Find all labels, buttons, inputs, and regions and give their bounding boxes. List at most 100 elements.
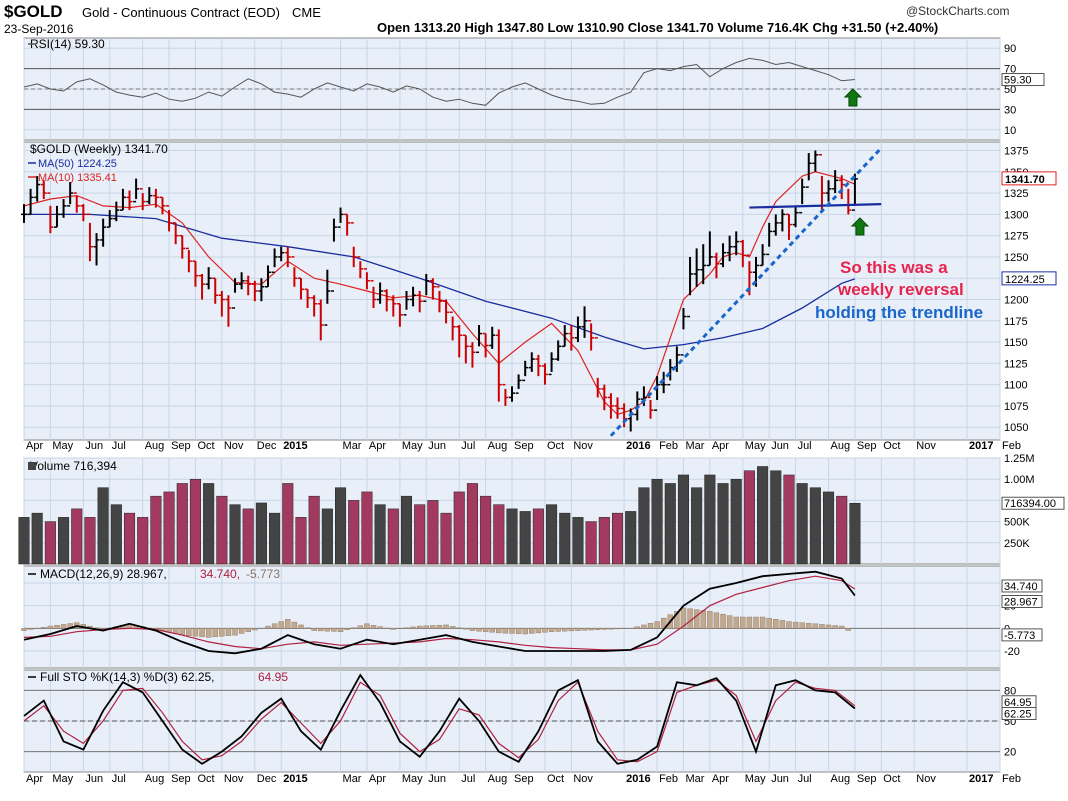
macd-histogram-bar: [569, 628, 574, 631]
volume-bar: [771, 471, 782, 564]
macd-value-label: 28.967: [1004, 597, 1038, 609]
x-axis-label: Nov: [573, 773, 593, 785]
macd-histogram-bar: [608, 628, 613, 629]
contract-description: Gold - Continuous Contract (EOD): [82, 5, 280, 20]
x-axis-label: Aug: [831, 773, 851, 785]
macd-histogram-bar: [94, 628, 99, 629]
x-axis-label: Oct: [547, 440, 564, 452]
macd-histogram-bar: [48, 626, 53, 628]
macd-histogram-bar: [806, 623, 811, 628]
macd-histogram-bar: [510, 628, 515, 633]
volume-bar: [111, 505, 122, 564]
macd-histogram-bar: [226, 628, 231, 635]
volume-bar: [124, 513, 135, 564]
x-axis-label: Nov: [916, 440, 936, 452]
x-axis-label: Jul: [798, 773, 812, 785]
volume-bar: [256, 503, 267, 564]
volume-bar: [836, 496, 847, 564]
macd-histogram-bar: [272, 624, 277, 629]
macd-histogram-bar: [61, 624, 66, 628]
volume-bar: [691, 488, 702, 564]
x-axis-label: 2017: [969, 440, 993, 452]
macd-histogram-bar: [767, 618, 772, 628]
macd-histogram-bar: [430, 626, 435, 629]
macd-value-label: 34.740: [1004, 581, 1038, 593]
macd-histogram-bar: [200, 628, 205, 637]
chart-date: 23-Sep-2016: [4, 22, 73, 36]
macd-histogram-bar: [595, 628, 600, 629]
x-axis-label: Mar: [685, 440, 704, 452]
macd-histogram-bar: [318, 628, 323, 631]
macd-histogram-bar: [298, 625, 303, 628]
price-ytick-label: 1375: [1004, 146, 1028, 158]
macd-histogram-bar: [800, 623, 805, 629]
macd-ytick-label: -20: [1004, 646, 1020, 658]
x-axis-label: Aug: [488, 440, 508, 452]
x-axis-label: Jul: [461, 440, 475, 452]
macd-histogram-bar: [358, 626, 363, 629]
x-axis-label: 2017: [969, 773, 993, 785]
x-axis-label: Apr: [369, 773, 386, 785]
sto-value-label: 64.95: [1004, 697, 1032, 709]
macd-histogram-bar: [734, 617, 739, 628]
volume-bar: [203, 483, 214, 564]
macd-histogram-bar: [364, 624, 369, 629]
x-axis-label: Sep: [171, 773, 191, 785]
exchange-label: CME: [292, 5, 321, 20]
x-axis-label: Jul: [112, 773, 126, 785]
macd-histogram-bar: [826, 625, 831, 628]
sto-title: Full STO %K(14,3) %D(3) 62.25,: [40, 670, 215, 684]
x-axis-label: Mar: [685, 773, 704, 785]
volume-bar: [467, 483, 478, 564]
x-axis-label: Jun: [85, 440, 103, 452]
macd-histogram-bar: [470, 628, 475, 630]
x-axis-label: Nov: [573, 440, 593, 452]
volume-ytick-label: 1.25M: [1004, 453, 1035, 465]
volume-bar: [137, 517, 148, 564]
x-axis-label: Sep: [171, 440, 191, 452]
macd-histogram-bar: [338, 628, 343, 631]
macd-histogram-bar: [793, 622, 798, 628]
macd-histogram-bar: [694, 610, 699, 629]
volume-bar: [665, 483, 676, 564]
volume-bar: [85, 517, 96, 564]
price-ytick-label: 1175: [1004, 316, 1028, 328]
macd-histogram-bar: [589, 628, 594, 630]
x-axis-label: Oct: [197, 773, 214, 785]
macd-histogram-bar: [391, 628, 396, 629]
macd-histogram-bar: [404, 628, 409, 629]
macd-histogram-bar: [252, 628, 257, 630]
volume-bar: [718, 483, 729, 564]
macd-histogram-bar: [714, 613, 719, 629]
x-axis-label: 2016: [626, 440, 650, 452]
volume-ytick-label: 250K: [1004, 538, 1030, 550]
macd-signal-title: 34.740,: [200, 567, 240, 581]
volume-bar: [494, 505, 505, 564]
price-ytick-label: 1150: [1004, 337, 1028, 349]
x-axis-label: Dec: [257, 440, 277, 452]
macd-histogram-bar: [279, 622, 284, 629]
x-axis-label: Aug: [145, 440, 165, 452]
price-ytick-label: 1325: [1004, 188, 1028, 200]
x-axis-label: Apr: [26, 773, 43, 785]
macd-histogram-bar: [556, 628, 561, 631]
price-ytick-label: 1075: [1004, 401, 1028, 413]
macd-histogram-bar: [246, 628, 251, 631]
volume-bar: [45, 522, 56, 564]
macd-histogram-bar: [351, 628, 356, 629]
macd-histogram-bar: [266, 626, 271, 628]
macd-histogram-bar: [747, 617, 752, 628]
price-value-label: 1341.70: [1005, 174, 1045, 186]
x-axis-label: May: [745, 440, 766, 452]
sto-value-label: 62.25: [1004, 709, 1032, 721]
volume-bar: [559, 513, 570, 564]
macd-histogram-bar: [727, 616, 732, 629]
x-axis-label: Jun: [428, 440, 446, 452]
x-axis-label: Nov: [916, 773, 936, 785]
x-axis-label: Apr: [369, 440, 386, 452]
macd-histogram-bar: [285, 619, 290, 628]
x-axis-label: Sep: [857, 773, 877, 785]
volume-bar: [414, 505, 425, 564]
macd-histogram-bar: [450, 626, 455, 628]
macd-histogram-bar: [186, 628, 191, 635]
